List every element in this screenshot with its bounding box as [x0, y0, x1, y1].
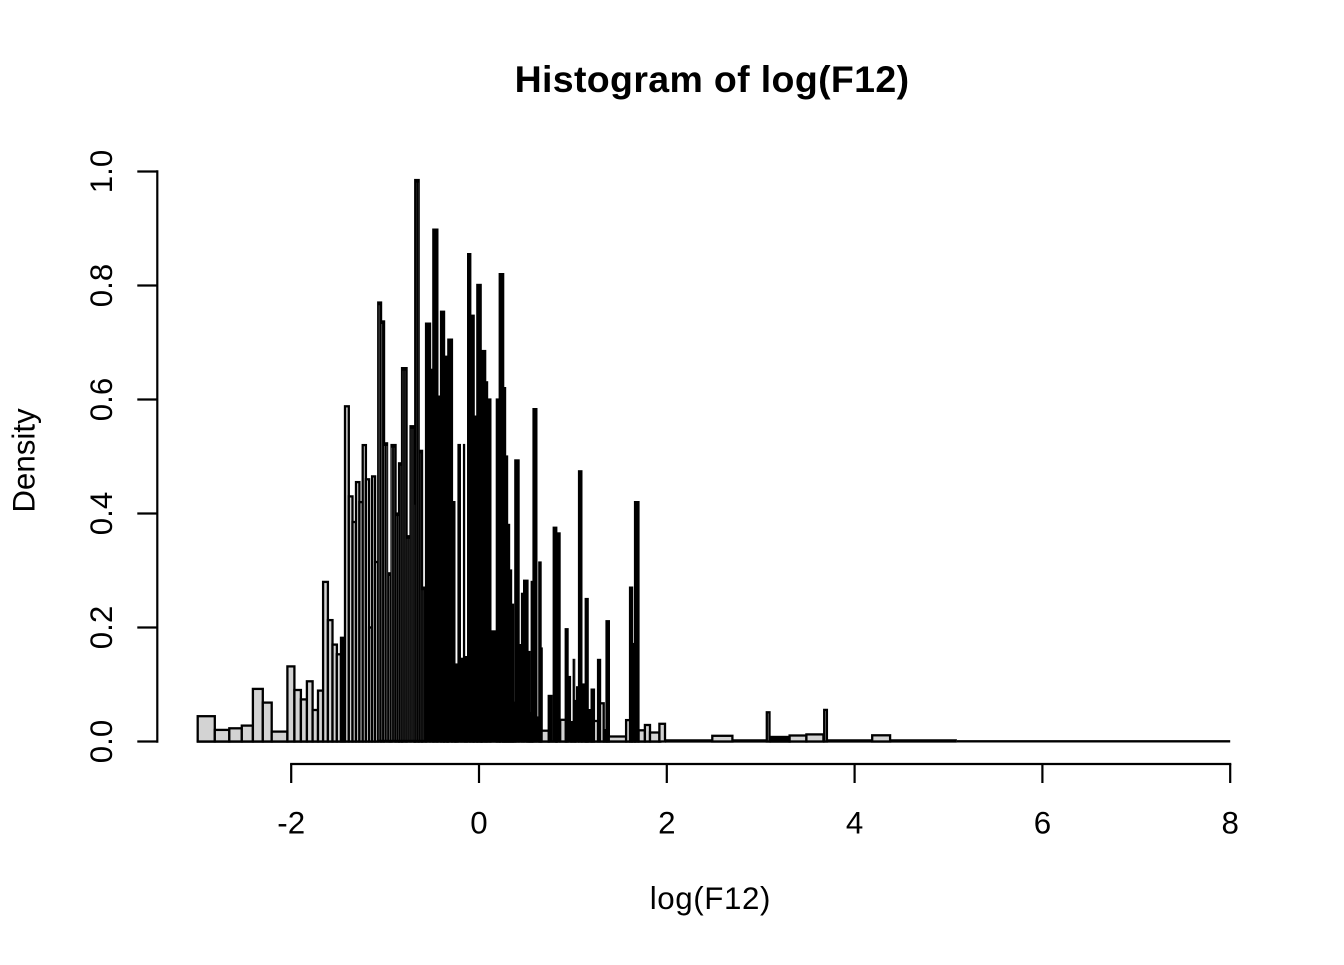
svg-text:8: 8 — [1221, 805, 1238, 840]
svg-text:-2: -2 — [277, 805, 305, 840]
svg-text:4: 4 — [846, 805, 863, 840]
svg-text:Histogram of log(F12): Histogram of log(F12) — [515, 58, 910, 100]
svg-text:Density: Density — [7, 408, 42, 513]
svg-text:log(F12): log(F12) — [650, 881, 771, 916]
svg-text:6: 6 — [1034, 805, 1051, 840]
svg-text:1.0: 1.0 — [84, 150, 119, 194]
svg-text:2: 2 — [658, 805, 675, 840]
svg-text:0: 0 — [470, 805, 487, 840]
svg-text:0.2: 0.2 — [84, 606, 119, 650]
svg-text:0.8: 0.8 — [84, 264, 119, 308]
svg-text:0.6: 0.6 — [84, 378, 119, 422]
svg-text:0.4: 0.4 — [84, 492, 119, 536]
svg-text:0.0: 0.0 — [84, 720, 119, 764]
